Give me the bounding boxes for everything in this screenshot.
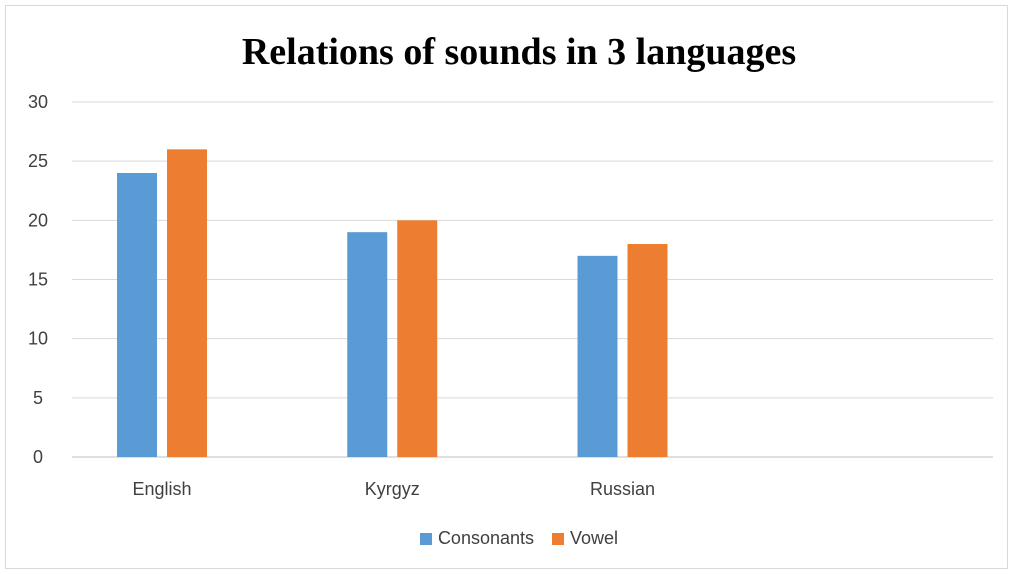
y-tick-label-20: 20 [28,210,48,230]
legend-swatch-consonants [419,532,432,545]
bar-consonants-english [117,173,157,457]
chart-legend: Consonants Vowel [0,528,1013,549]
bar-consonants-russian [577,255,618,457]
y-tick-label-30: 30 [28,92,48,112]
legend-item-consonants: Consonants [419,528,535,549]
y-tick-label-10: 10 [28,329,48,349]
bar-vowel-kyrgyz [397,220,438,457]
legend-swatch-vowel [552,532,565,545]
legend-label-vowel: Vowel [570,528,619,548]
bar-vowel-russian [627,244,668,457]
y-tick-label-0: 0 [33,447,43,467]
y-tick-label-15: 15 [28,270,48,290]
legend-item-vowel: Vowel [552,528,618,549]
x-tick-label-russian: Russian [590,479,655,499]
chart-title: Relations of sounds in 3 languages [241,31,797,73]
x-tick-label-english: English [132,479,191,499]
legend-label-consonants: Consonants [437,528,535,548]
y-tick-label-5: 5 [33,388,43,408]
y-tick-label-25: 25 [28,151,48,171]
bar-vowel-english [167,149,207,458]
bar-consonants-kyrgyz [347,232,388,457]
x-tick-label-kyrgyz: Kyrgyz [365,479,420,499]
